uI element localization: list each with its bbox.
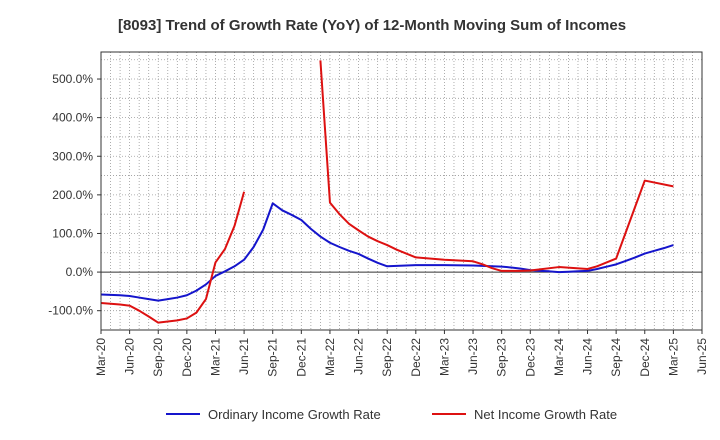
x-tick-label: Jun-21: [237, 338, 251, 375]
x-tick-label: Jun-23: [466, 338, 480, 375]
x-tick-label: Mar-20: [94, 338, 108, 376]
legend-label: Net Income Growth Rate: [474, 407, 617, 422]
series-line: [100, 202, 674, 302]
y-tick-label: -100.0%: [48, 304, 93, 318]
x-tick-label: Dec-22: [409, 338, 423, 377]
y-tick-label: 200.0%: [52, 188, 93, 202]
y-tick-label: 400.0%: [52, 111, 93, 125]
x-tick-label: Sep-24: [609, 338, 623, 377]
x-tick-label: Sep-23: [495, 338, 509, 377]
x-tick-label: Dec-24: [638, 338, 652, 377]
chart-title: [8093] Trend of Growth Rate (YoY) of 12-…: [118, 17, 626, 34]
y-axis-ticks: -100.0% 0.0% 100.0% 200.0% 300.0% 400.0% 500.0…: [48, 72, 101, 318]
legend: Ordinary Income Growth Rate Net Income Gr…: [166, 407, 617, 422]
plot-area: [100, 51, 703, 331]
x-tick-label: Mar-25: [666, 338, 680, 376]
x-tick-label: Mar-24: [552, 338, 566, 376]
plot-background: [101, 52, 702, 330]
grid: [101, 52, 702, 330]
x-tick-label: Mar-22: [323, 338, 337, 376]
series-line: [319, 60, 674, 272]
legend-label: Ordinary Income Growth Rate: [208, 407, 381, 422]
series-lines: [100, 60, 674, 324]
plot-frame: [100, 51, 703, 331]
x-tick-label: Mar-23: [437, 338, 451, 376]
y-tick-label: 500.0%: [52, 72, 93, 86]
x-axis-ticks: Mar-20 Jun-20 Sep-20 Dec-20 Mar-21 Jun-21 Sep-…: [94, 330, 709, 377]
x-tick-label: Dec-21: [294, 338, 308, 377]
y-tick-label: 100.0%: [52, 226, 93, 240]
x-tick-label: Jun-22: [352, 338, 366, 375]
x-tick-label: Mar-21: [208, 338, 222, 376]
x-tick-label: Jun-20: [123, 338, 137, 375]
x-tick-label: Sep-22: [380, 338, 394, 377]
x-tick-label: Sep-20: [151, 338, 165, 377]
x-tick-label: Dec-20: [180, 338, 194, 377]
x-tick-label: Dec-23: [523, 338, 537, 377]
x-tick-label: Jun-24: [581, 338, 595, 375]
x-tick-label: Sep-21: [266, 338, 280, 377]
series-line: [100, 191, 246, 324]
y-tick-label: 0.0%: [66, 265, 94, 279]
x-tick-label: Jun-25: [695, 338, 709, 375]
y-tick-label: 300.0%: [52, 149, 93, 163]
